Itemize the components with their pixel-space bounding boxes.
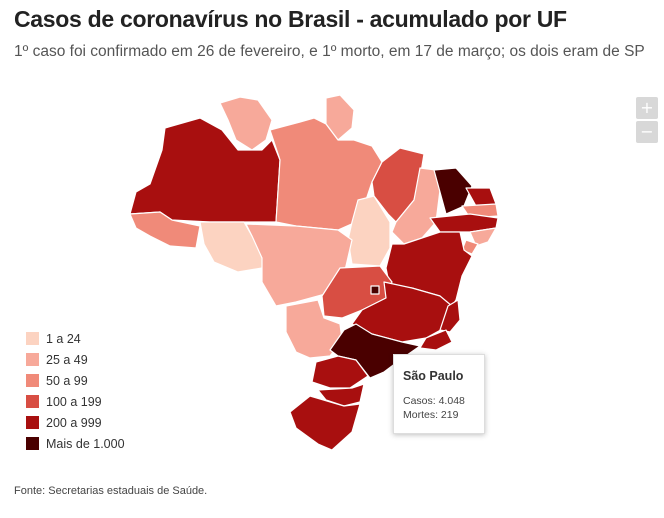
state-rio-grande-do-norte[interactable]: [465, 187, 497, 207]
zoom-in-button[interactable]: +: [636, 97, 658, 119]
state-acre[interactable]: [129, 211, 201, 249]
state-espirito-santo[interactable]: [439, 299, 461, 333]
legend-label: 200 a 999: [46, 415, 102, 430]
legend-label: 25 a 49: [46, 352, 88, 367]
legend-swatch: [26, 332, 39, 345]
legend: 1 a 24 25 a 49 50 a 99 100 a 199 200 a 9…: [26, 328, 125, 454]
state-santa-catarina[interactable]: [317, 383, 365, 407]
zoom-out-button[interactable]: −: [636, 121, 658, 143]
state-minas-gerais[interactable]: [351, 281, 453, 343]
chart-subtitle: 1º caso foi confirmado em 26 de fevereir…: [14, 43, 645, 60]
legend-swatch: [26, 374, 39, 387]
legend-label: 1 a 24: [46, 331, 81, 346]
legend-swatch: [26, 353, 39, 366]
legend-swatch: [26, 416, 39, 429]
state-sao-paulo[interactable]: [329, 323, 421, 379]
state-mato-grosso[interactable]: [245, 223, 353, 307]
legend-swatch: [26, 395, 39, 408]
legend-label: 100 a 199: [46, 394, 102, 409]
legend-label: 50 a 99: [46, 373, 88, 388]
tooltip-state-name: São Paulo: [403, 369, 464, 383]
state-distrito-federal[interactable]: [370, 285, 380, 295]
state-roraima[interactable]: [219, 96, 273, 151]
state-rio-grande-do-sul[interactable]: [289, 395, 361, 451]
legend-item: 200 a 999: [26, 412, 125, 433]
state-parana[interactable]: [311, 355, 369, 389]
legend-item: Mais de 1.000: [26, 433, 125, 454]
state-tooltip: São Paulo Casos: 4.048 Mortes: 219: [393, 354, 485, 434]
legend-label: Mais de 1.000: [46, 436, 125, 451]
chart-title: Casos de coronavírus no Brasil - acumula…: [14, 6, 567, 32]
legend-item: 100 a 199: [26, 391, 125, 412]
tooltip-cases: Casos: 4.048: [403, 395, 465, 407]
state-alagoas[interactable]: [469, 227, 497, 247]
tooltip-deaths: Mortes: 219: [403, 409, 459, 421]
legend-item: 25 a 49: [26, 349, 125, 370]
source-note: Fonte: Secretarias estaduais de Saúde.: [14, 485, 208, 497]
legend-swatch: [26, 437, 39, 450]
state-rio-de-janeiro[interactable]: [419, 329, 453, 351]
legend-item: 50 a 99: [26, 370, 125, 391]
legend-item: 1 a 24: [26, 328, 125, 349]
